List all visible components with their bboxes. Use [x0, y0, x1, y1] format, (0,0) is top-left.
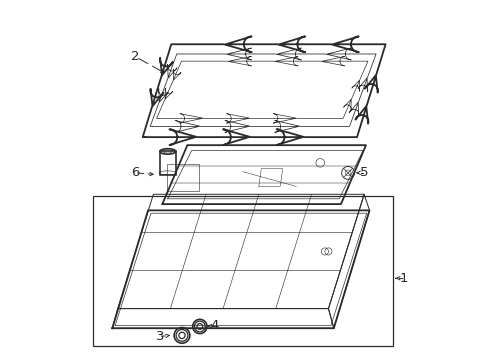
Text: 4: 4	[209, 319, 218, 332]
Text: 6: 6	[131, 166, 140, 179]
Text: 3: 3	[156, 330, 164, 343]
Text: 5: 5	[359, 166, 367, 179]
Bar	[93, 196, 392, 346]
Text: 2: 2	[131, 50, 140, 63]
Text: 1: 1	[398, 272, 407, 285]
